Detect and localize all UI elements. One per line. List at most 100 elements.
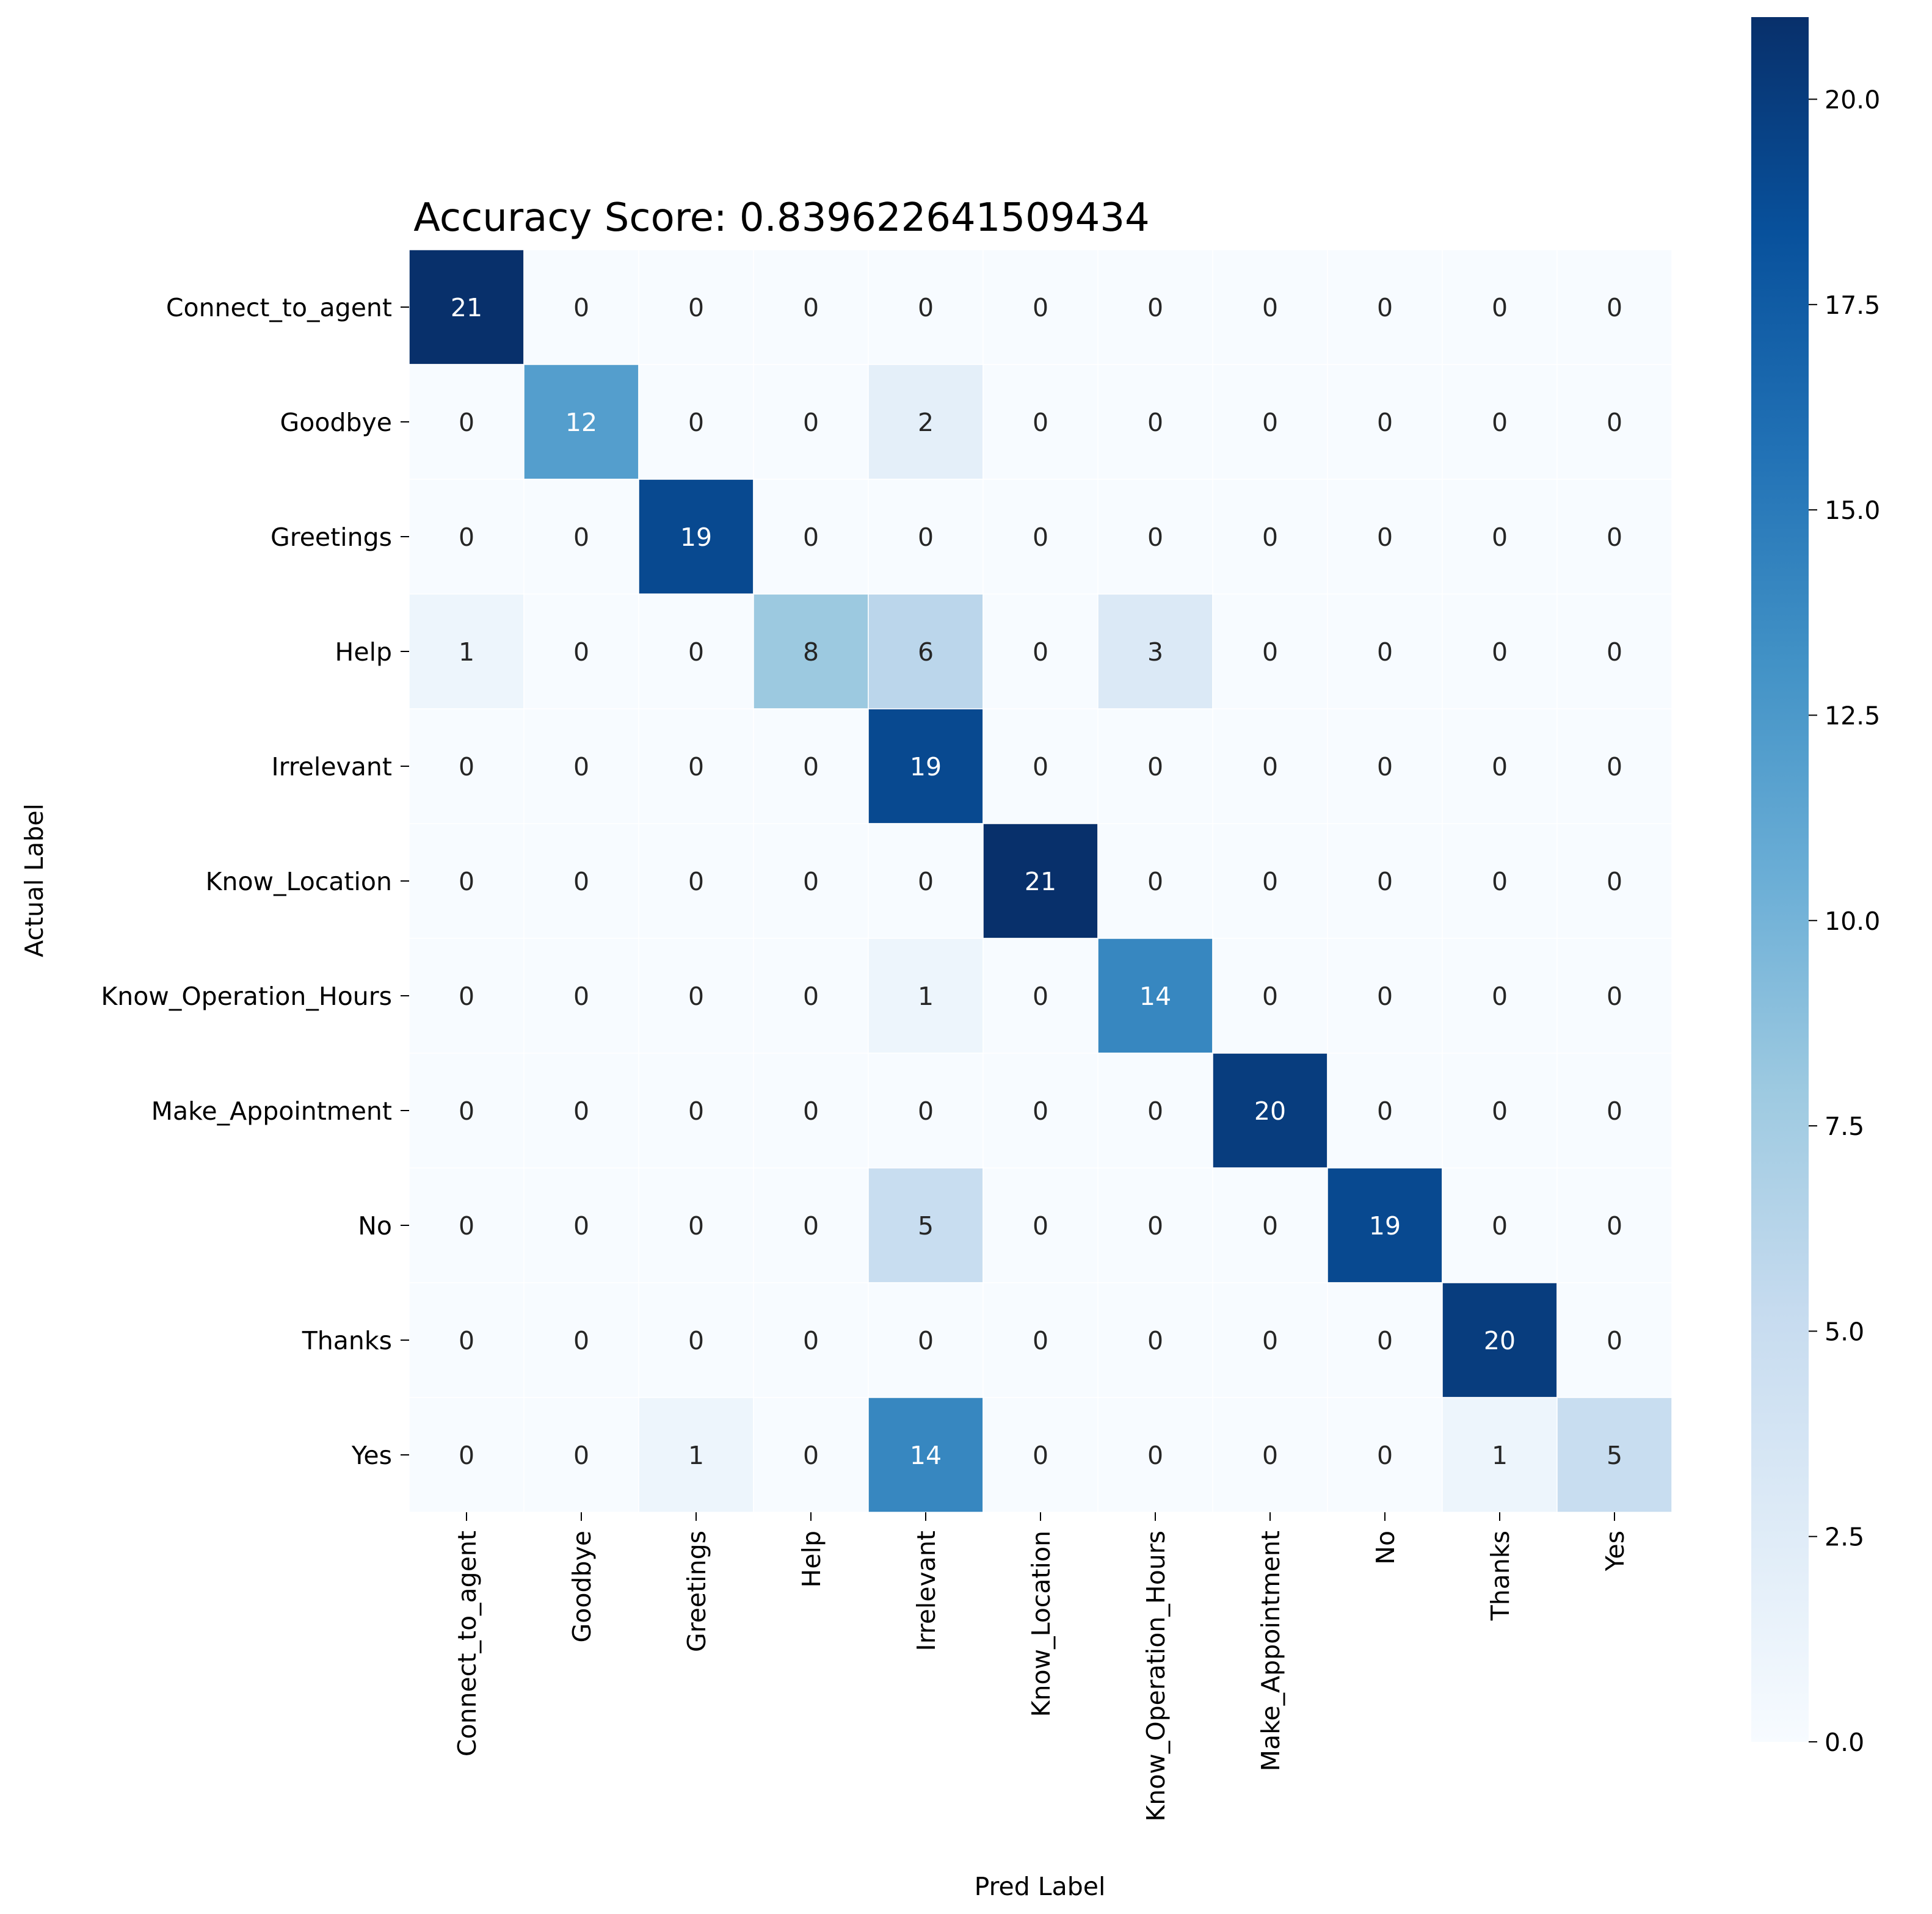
- y-tick-label: Connect_to_agent: [166, 293, 392, 322]
- y-axis-label: Actual Label: [20, 803, 49, 957]
- heatmap-cell: [982, 823, 1099, 939]
- cell-value: 19: [1369, 1211, 1401, 1241]
- x-tick-label: No: [1371, 1531, 1400, 1565]
- cell-value: 0: [573, 867, 589, 896]
- cell-value: 0: [1033, 1326, 1048, 1355]
- colorbar-tick-label: 17.5: [1825, 291, 1880, 320]
- cell-value: 0: [1147, 523, 1163, 552]
- heatmap-cell: [523, 249, 639, 365]
- heatmap-cell: [753, 593, 869, 709]
- heatmap-cell: [868, 1282, 984, 1398]
- cell-value: 0: [1377, 523, 1393, 552]
- colorbar-tick-label: 5.0: [1825, 1317, 1864, 1346]
- cell-value: 0: [1147, 408, 1163, 437]
- cell-value: 0: [1033, 982, 1048, 1011]
- cell-value: 0: [918, 867, 934, 896]
- y-tick-label: Know_Operation_Hours: [101, 982, 392, 1011]
- cell-value: 0: [1033, 293, 1048, 322]
- heatmap-cell: [409, 1053, 525, 1169]
- cell-value: 19: [680, 523, 712, 552]
- cell-value: 0: [918, 523, 934, 552]
- cell-value: 1: [459, 637, 474, 667]
- cell-value: 0: [1377, 752, 1393, 781]
- cell-value: 0: [1147, 293, 1163, 322]
- cell-value: 0: [1262, 408, 1278, 437]
- heatmap-cell: [1327, 479, 1443, 595]
- cell-value: 14: [1139, 982, 1171, 1011]
- cell-value: 0: [1607, 867, 1622, 896]
- heatmap-cell: [1327, 1282, 1443, 1398]
- heatmap-cell: [1327, 938, 1443, 1054]
- heatmap-cell: [982, 1167, 1099, 1283]
- cell-value: 0: [803, 523, 819, 552]
- y-tick-label: Goodbye: [280, 408, 392, 437]
- cell-value: 0: [803, 1097, 819, 1126]
- heatmap-cell: [868, 708, 984, 824]
- heatmap-cell: [753, 823, 869, 939]
- heatmap-cell: [1556, 1397, 1672, 1513]
- heatmap-cell: [868, 479, 984, 595]
- cell-value: 0: [459, 1097, 474, 1126]
- cell-value: 0: [1607, 293, 1622, 322]
- cell-value: 0: [1377, 1441, 1393, 1470]
- cell-value: 0: [1607, 1211, 1622, 1241]
- cell-value: 0: [459, 523, 474, 552]
- cell-value: 0: [803, 752, 819, 781]
- cell-value: 0: [1607, 752, 1622, 781]
- cell-value: 0: [918, 293, 934, 322]
- x-tick-label: Yes: [1600, 1531, 1630, 1571]
- cell-value: 0: [1147, 1211, 1163, 1241]
- x-tick-label: Goodbye: [567, 1531, 597, 1642]
- cell-value: 12: [565, 408, 597, 437]
- heatmap-cell: [638, 708, 754, 824]
- cell-value: 14: [910, 1441, 942, 1470]
- cell-value: 0: [688, 752, 704, 781]
- cell-value: 6: [918, 637, 934, 667]
- cell-value: 0: [803, 982, 819, 1011]
- cell-value: 1: [918, 982, 934, 1011]
- heatmap-cell: [1212, 249, 1328, 365]
- cell-value: 0: [688, 637, 704, 667]
- cell-value: 0: [1492, 293, 1508, 322]
- heatmap-cell: [1327, 1053, 1443, 1169]
- x-tick-label: Connect_to_agent: [452, 1531, 482, 1756]
- cell-value: 0: [688, 1097, 704, 1126]
- colorbar-tick-label: 15.0: [1825, 496, 1880, 525]
- colorbar-tick-label: 7.5: [1825, 1112, 1864, 1141]
- cell-value: 0: [1262, 1441, 1278, 1470]
- heatmap-cell: [523, 938, 639, 1054]
- cell-value: 0: [803, 867, 819, 896]
- cell-value: 0: [688, 867, 704, 896]
- heatmap-cell: [1556, 1053, 1672, 1169]
- heatmap-cell: [638, 1397, 754, 1513]
- heatmap-cell: [1556, 479, 1672, 595]
- cell-value: 0: [1262, 982, 1278, 1011]
- x-tick-label: Thanks: [1486, 1531, 1515, 1621]
- cell-value: 0: [1262, 867, 1278, 896]
- cell-value: 0: [918, 1097, 934, 1126]
- y-tick-label: Irrelevant: [272, 752, 392, 781]
- cell-value: 0: [1492, 752, 1508, 781]
- heatmap-cell: [753, 249, 869, 365]
- heatmap-cell: [1556, 1167, 1672, 1283]
- heatmap-cells: [409, 249, 1672, 1513]
- cell-value: 0: [1492, 867, 1508, 896]
- heatmap-cell: [1097, 1167, 1213, 1283]
- cell-value: 0: [573, 293, 589, 322]
- heatmap-cell: [523, 823, 639, 939]
- cell-value: 0: [459, 982, 474, 1011]
- colorbar-tick-label: 20.0: [1825, 85, 1880, 115]
- cell-value: 5: [1607, 1441, 1622, 1470]
- heatmap-cell: [1097, 823, 1213, 939]
- heatmap-cell: [638, 1282, 754, 1398]
- cell-value: 0: [1262, 752, 1278, 781]
- cell-value: 0: [573, 637, 589, 667]
- cell-value: 0: [688, 1211, 704, 1241]
- cell-value: 19: [910, 752, 942, 781]
- cell-value: 0: [1607, 982, 1622, 1011]
- cell-value: 0: [573, 1441, 589, 1470]
- y-tick-label: Help: [335, 637, 392, 667]
- x-tick-label: Greetings: [682, 1531, 711, 1652]
- heatmap-cell: [1442, 1397, 1558, 1513]
